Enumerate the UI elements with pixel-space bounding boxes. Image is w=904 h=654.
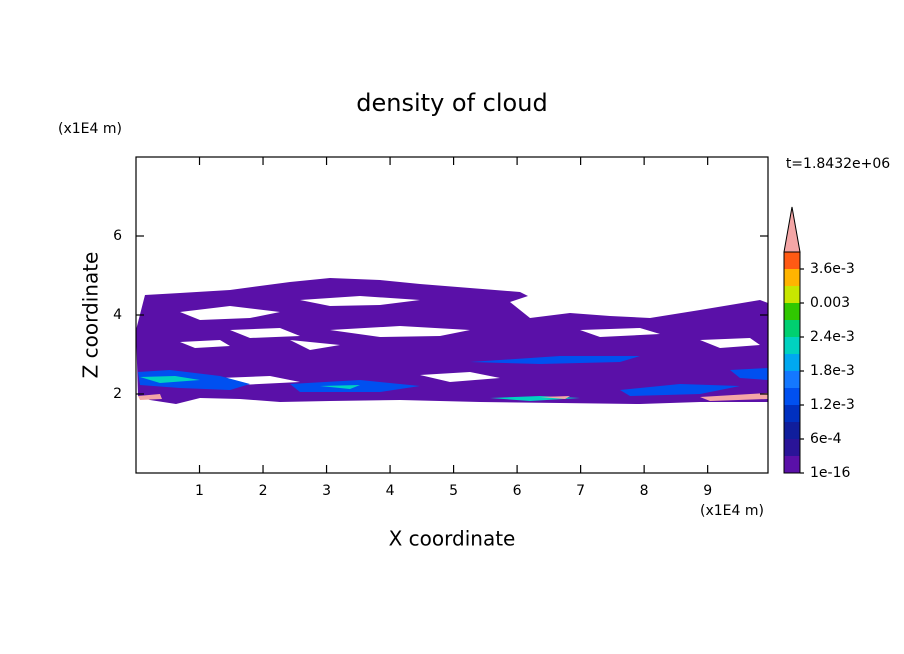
x-tick-label: 1 — [195, 483, 204, 499]
colorbar-band — [784, 354, 800, 371]
x-tick-label: 2 — [259, 483, 268, 499]
colorbar-band — [784, 286, 800, 303]
colorbar-band — [784, 456, 800, 473]
x-tick-label: 4 — [386, 483, 395, 499]
colorbar-tick-label: 1.8e-3 — [810, 363, 855, 379]
x-tick-label: 3 — [322, 483, 331, 499]
y-tick-label: 2 — [113, 386, 122, 402]
time-label: t=1.8432e+06 — [786, 156, 890, 172]
colorbar-tick-label: 1.2e-3 — [810, 397, 855, 413]
y-tick-label: 4 — [113, 307, 122, 323]
x-tick-label: 5 — [449, 483, 458, 499]
x-tick-label: 6 — [513, 483, 522, 499]
colorbar-band — [784, 371, 800, 388]
x-tick-label: 7 — [576, 483, 585, 499]
cloud-region — [136, 278, 768, 404]
cloud-field — [136, 278, 768, 404]
colorbar-band — [784, 388, 800, 405]
x-tick-label: 9 — [703, 483, 712, 499]
colorbar-tick-label: 0.003 — [810, 295, 850, 311]
colorbar-tick-label: 6e-4 — [810, 431, 842, 447]
colorbar-band — [784, 337, 800, 354]
colorbar-band — [784, 269, 800, 286]
x-tick-label: 8 — [640, 483, 649, 499]
chart-title: density of cloud — [356, 89, 547, 117]
colorbar-tick-label: 3.6e-3 — [810, 261, 855, 277]
colorbar-tick-label: 1e-16 — [810, 465, 850, 481]
cloud-core — [138, 356, 768, 396]
colorbar-band — [784, 252, 800, 269]
colorbar-tick-label: 2.4e-3 — [810, 329, 855, 345]
colorbar-extend — [783, 206, 801, 253]
colorbar-band — [784, 439, 800, 456]
y-axis-label: Z coordinate — [79, 252, 103, 379]
colorbar-band — [784, 422, 800, 439]
colorbar-band — [784, 303, 800, 320]
y-unit: (x1E4 m) — [58, 121, 122, 137]
colorbar-band — [784, 405, 800, 422]
colorbar-frame — [783, 251, 801, 474]
colorbar-band — [784, 320, 800, 337]
x-unit: (x1E4 m) — [700, 503, 764, 519]
cloud-core — [140, 376, 580, 401]
y-tick-label: 6 — [113, 228, 122, 244]
x-axis-label: X coordinate — [389, 527, 516, 551]
